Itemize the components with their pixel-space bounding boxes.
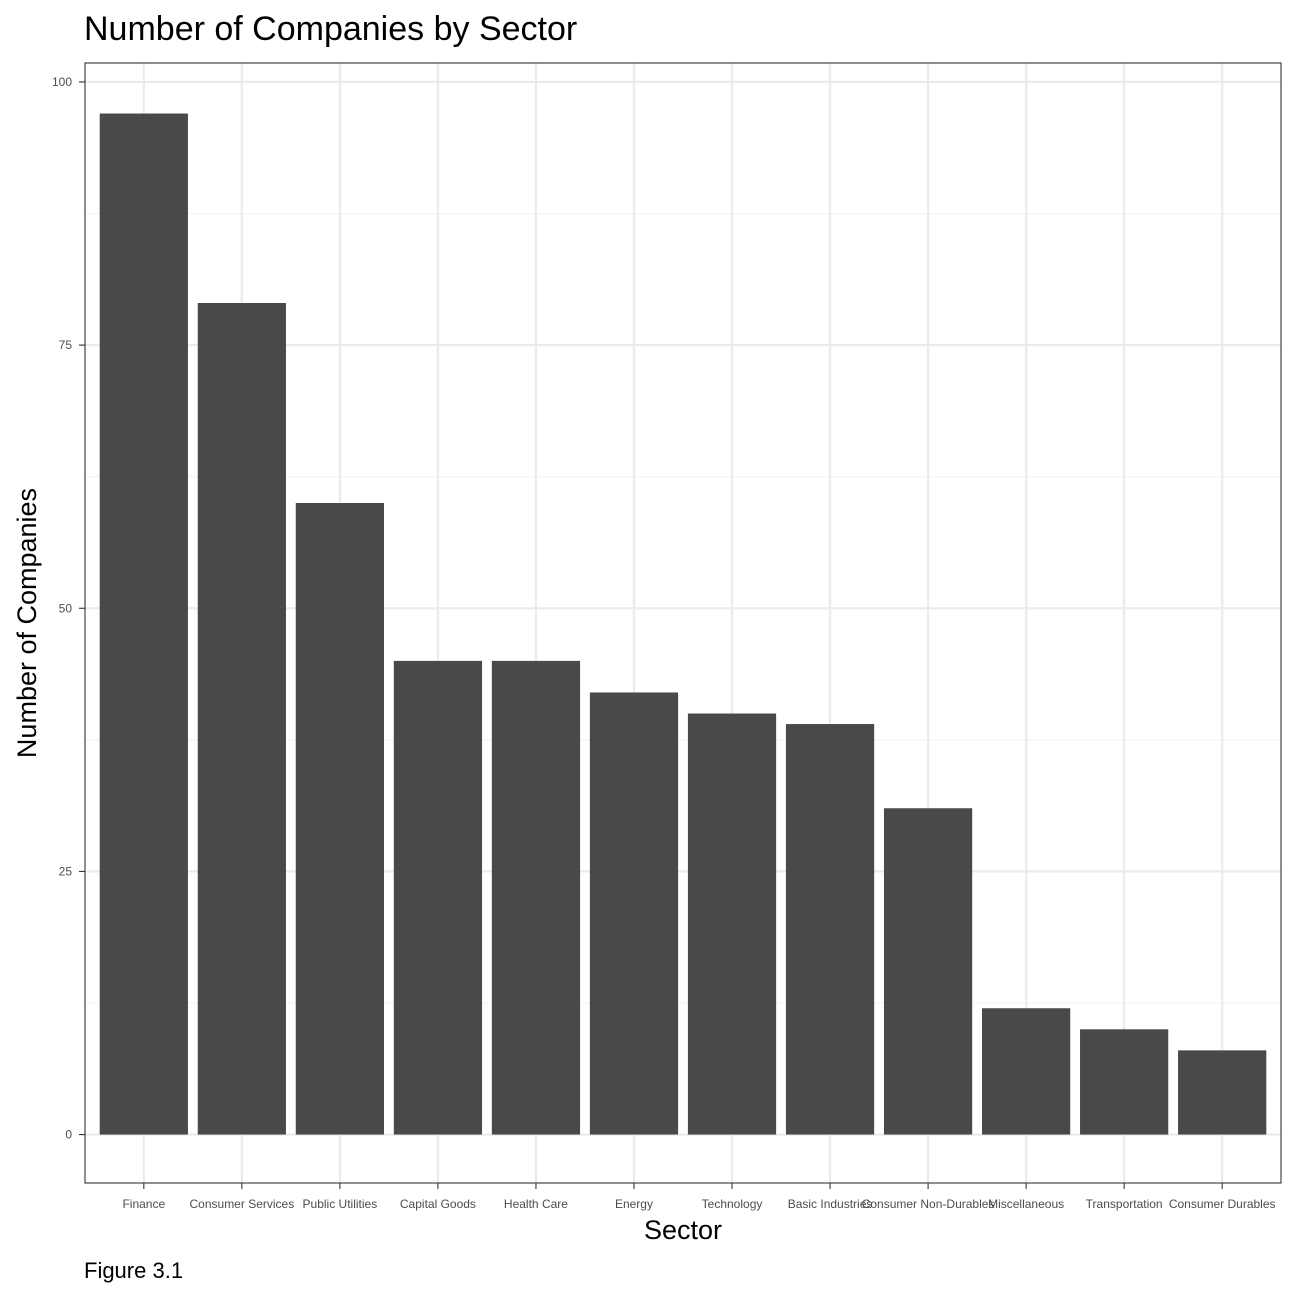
bar	[785, 724, 875, 1135]
x-axis: Finance Consumer Services Public Utilities…	[122, 1183, 1276, 1211]
bar	[589, 692, 679, 1135]
y-axis: 0 25 50 75 100	[52, 75, 85, 1142]
y-axis-title: Number of Companies	[12, 488, 42, 758]
x-tick-label: Finance	[122, 1197, 165, 1211]
bar	[982, 1008, 1071, 1135]
x-tick-label: Miscellaneous	[988, 1197, 1064, 1211]
bar	[393, 660, 483, 1135]
y-tick-label: 100	[52, 75, 72, 89]
bar	[1080, 1029, 1169, 1135]
bar	[1178, 1050, 1267, 1135]
x-axis-title: Sector	[644, 1215, 722, 1245]
x-tick-label: Consumer Non-Durables	[862, 1197, 995, 1211]
chart-title: Number of Companies by Sector	[84, 10, 577, 48]
x-tick-label: Consumer Services	[190, 1197, 295, 1211]
x-tick-label: Health Care	[504, 1197, 568, 1211]
x-tick-label: Capital Goods	[400, 1197, 476, 1211]
bar	[687, 713, 777, 1135]
y-tick-label: 0	[65, 1128, 72, 1142]
bar	[99, 113, 188, 1135]
x-tick-label: Technology	[702, 1197, 763, 1211]
bars	[99, 113, 1267, 1135]
x-tick-label: Energy	[615, 1197, 653, 1211]
bar	[491, 660, 581, 1135]
x-tick-label: Transportation	[1086, 1197, 1163, 1211]
x-tick-label: Consumer Durables	[1169, 1197, 1276, 1211]
bar	[883, 808, 973, 1135]
y-tick-label: 25	[59, 864, 73, 878]
x-tick-label: Public Utilities	[303, 1197, 378, 1211]
bar	[295, 503, 384, 1135]
x-tick-label: Basic Industries	[788, 1197, 873, 1211]
figure-caption: Figure 3.1	[84, 1258, 183, 1283]
y-tick-label: 50	[59, 601, 73, 615]
bar	[197, 303, 286, 1135]
y-tick-label: 75	[59, 338, 73, 352]
panel-border	[84, 62, 1282, 1184]
